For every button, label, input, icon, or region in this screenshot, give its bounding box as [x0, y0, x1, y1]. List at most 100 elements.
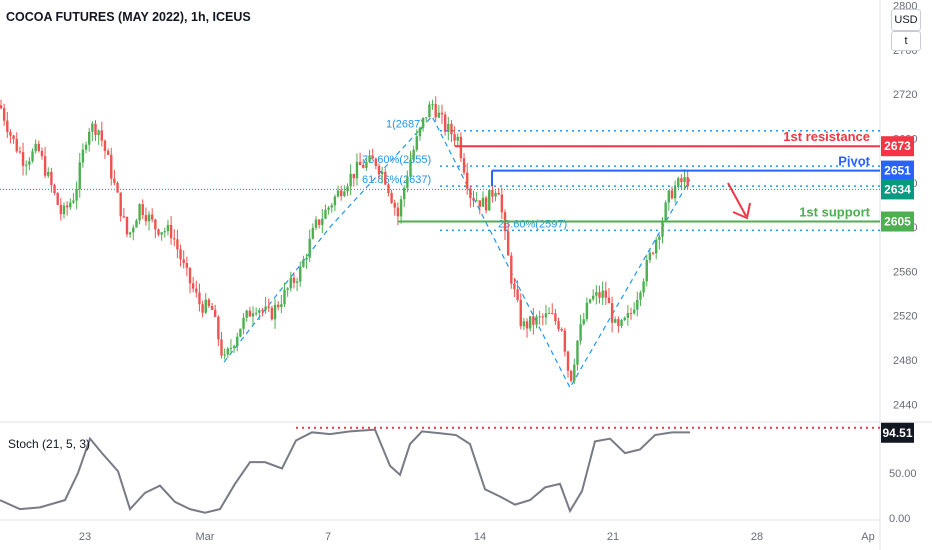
candle-body[interactable] [525, 321, 529, 329]
candle-body[interactable] [683, 177, 686, 183]
candle-body[interactable] [122, 216, 126, 218]
candle-body[interactable] [75, 189, 78, 201]
candle-body[interactable] [620, 319, 623, 327]
candle-body[interactable] [277, 304, 280, 308]
arrow-shaft[interactable] [727, 182, 747, 217]
candle-body[interactable] [40, 151, 44, 157]
candle-body[interactable] [110, 154, 113, 179]
candle-body[interactable] [317, 219, 321, 225]
candle-body[interactable] [214, 309, 217, 317]
candle-body[interactable] [494, 192, 497, 197]
candle-body[interactable] [623, 317, 626, 320]
candle-body[interactable] [541, 316, 544, 318]
candle-body[interactable] [125, 216, 129, 235]
candle-body[interactable] [210, 305, 214, 310]
down-arrow-annotation[interactable] [727, 182, 751, 220]
candle-body[interactable] [283, 289, 286, 305]
candle-body[interactable] [466, 172, 469, 189]
candle-body[interactable] [286, 288, 289, 290]
candle-body[interactable] [396, 207, 400, 217]
candle-body[interactable] [207, 299, 211, 306]
candle-body[interactable] [481, 197, 485, 207]
candle-body[interactable] [302, 259, 305, 267]
candle-body[interactable] [132, 227, 135, 233]
candle-body[interactable] [563, 330, 567, 352]
candle-body[interactable] [163, 231, 166, 233]
zigzag-drawing[interactable] [223, 115, 691, 389]
candle-body[interactable] [491, 189, 494, 197]
candle-body[interactable] [179, 249, 182, 260]
candle-body[interactable] [585, 302, 589, 320]
candle-body[interactable] [667, 190, 670, 203]
candle-body[interactable] [535, 316, 538, 325]
candle-body[interactable] [28, 161, 31, 165]
candle-body[interactable] [59, 204, 63, 215]
candle-body[interactable] [475, 200, 478, 202]
candle-body[interactable] [248, 310, 252, 317]
candle-body[interactable] [9, 131, 12, 136]
candle-body[interactable] [661, 220, 664, 237]
candle-body[interactable] [254, 312, 258, 314]
time-axis[interactable]: 23 Mar 7 14 21 28 Ap [79, 531, 875, 543]
candle-body[interactable] [592, 295, 595, 300]
candle-body[interactable] [147, 214, 151, 222]
candle-body[interactable] [421, 117, 425, 128]
candle-body[interactable] [462, 158, 466, 173]
candle-body[interactable] [629, 313, 633, 315]
candle-body[interactable] [393, 202, 396, 208]
candle-body[interactable] [569, 370, 573, 381]
candle-body[interactable] [343, 191, 346, 197]
candle-body[interactable] [261, 310, 264, 312]
candle-body[interactable] [340, 190, 343, 197]
candle-body[interactable] [106, 150, 110, 155]
candle-body[interactable] [299, 266, 302, 282]
candle-body[interactable] [573, 364, 576, 381]
candle-body[interactable] [506, 231, 510, 256]
candle-body[interactable] [15, 138, 18, 152]
candle-body[interactable] [434, 104, 437, 118]
candle-body[interactable] [169, 224, 173, 239]
candle-body[interactable] [377, 165, 381, 175]
candle-body[interactable] [62, 205, 66, 215]
arrow-head[interactable] [732, 202, 751, 220]
candle-body[interactable] [188, 267, 192, 284]
candle-body[interactable] [229, 348, 233, 350]
candle-body[interactable] [522, 321, 526, 327]
candle-body[interactable] [157, 229, 160, 235]
candle-body[interactable] [390, 193, 393, 203]
stoch-axis[interactable]: 0.00 50.00 [889, 468, 917, 525]
candle-body[interactable] [636, 299, 639, 310]
candle-body[interactable] [560, 329, 563, 331]
candle-body[interactable] [497, 192, 500, 195]
candle-body[interactable] [47, 171, 50, 176]
candle-body[interactable] [37, 143, 40, 152]
candle-body[interactable] [450, 123, 453, 135]
candle-body[interactable] [204, 299, 207, 313]
candle-body[interactable] [226, 348, 229, 355]
candle-body[interactable] [403, 187, 406, 200]
candle-body[interactable] [513, 283, 516, 290]
candle-body[interactable] [280, 304, 283, 308]
candle-body[interactable] [138, 204, 141, 221]
candle-body[interactable] [191, 283, 195, 289]
currency-button[interactable]: USD [891, 9, 921, 31]
candle-body[interactable] [336, 190, 340, 197]
candle-body[interactable] [103, 140, 107, 151]
candle-body[interactable] [576, 340, 579, 365]
candle-body[interactable] [346, 186, 349, 192]
candle-body[interactable] [311, 227, 315, 239]
candle-body[interactable] [500, 194, 504, 213]
candle-body[interactable] [352, 173, 355, 179]
candle-body[interactable] [387, 184, 390, 194]
candle-body[interactable] [516, 289, 519, 300]
candle-body[interactable] [144, 215, 148, 222]
candle-body[interactable] [12, 135, 15, 139]
candle-body[interactable] [2, 108, 6, 121]
candle-body[interactable] [604, 290, 607, 298]
candle-body[interactable] [355, 161, 359, 179]
candle-body[interactable] [399, 199, 403, 217]
candle-body[interactable] [53, 185, 56, 193]
candle-body[interactable] [437, 112, 441, 118]
candle-body[interactable] [614, 319, 617, 323]
candle-body[interactable] [154, 219, 157, 230]
